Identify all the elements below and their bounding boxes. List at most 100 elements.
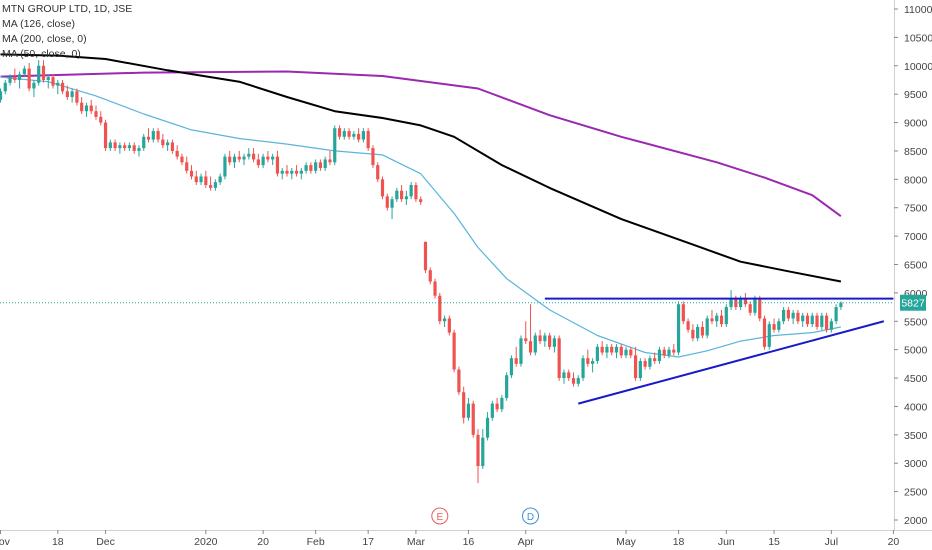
candle-body xyxy=(786,309,790,319)
candle-body xyxy=(428,270,432,282)
candle-body xyxy=(342,131,346,137)
event-marker-label: E xyxy=(436,512,443,523)
candle-body xyxy=(156,131,160,140)
candle-body xyxy=(824,315,829,330)
candle-body xyxy=(376,165,380,180)
candle-body xyxy=(56,82,60,86)
y-tick-label: 5000 xyxy=(904,345,928,357)
y-tick-label: 8500 xyxy=(904,146,928,158)
candle-body xyxy=(166,142,170,146)
candle-body xyxy=(524,338,528,342)
moving-averages xyxy=(0,53,842,358)
candle-body xyxy=(485,417,490,438)
candle-body xyxy=(500,397,504,410)
candle-body xyxy=(591,361,595,364)
candle-body xyxy=(586,358,590,364)
candle-body xyxy=(686,321,690,330)
candle-body xyxy=(395,190,399,200)
x-tick-label: Jun xyxy=(718,536,735,548)
y-tick-label: 10000 xyxy=(904,61,932,73)
candles xyxy=(0,60,843,484)
candle-body xyxy=(557,338,561,379)
event-marker-circle xyxy=(431,507,449,525)
candle-body xyxy=(146,136,151,140)
candle-body xyxy=(309,165,313,171)
x-tick-label: Feb xyxy=(307,536,325,548)
candle-body xyxy=(533,335,537,353)
candle-body xyxy=(404,196,408,200)
support-trendline[interactable] xyxy=(578,320,885,405)
candle-body xyxy=(672,349,676,353)
candle-body xyxy=(667,349,671,356)
candle-body xyxy=(552,338,556,347)
candle-body xyxy=(333,128,337,163)
x-tick-label: Mar xyxy=(407,536,426,548)
candle-body xyxy=(261,156,265,166)
candle-body xyxy=(490,403,494,418)
y-tick-label: 2500 xyxy=(904,487,928,499)
candle-body xyxy=(390,199,394,208)
trendlines[interactable] xyxy=(544,297,894,405)
x-tick-label: 20 xyxy=(257,536,269,548)
candle-body xyxy=(758,298,762,319)
x-tick-label: 2020 xyxy=(194,536,218,548)
x-tick-label: 20 xyxy=(888,536,900,548)
candle-body xyxy=(466,403,471,418)
candle-body xyxy=(290,170,294,174)
candle-body xyxy=(385,196,389,208)
candle-body xyxy=(294,170,299,174)
ma-200-line xyxy=(0,53,842,283)
candle-body xyxy=(142,136,146,149)
candle-body xyxy=(223,156,227,177)
y-tick-label: 11000 xyxy=(904,4,932,16)
candle-body xyxy=(323,159,327,168)
x-tick-label: 15 xyxy=(768,536,780,548)
candle-body xyxy=(419,199,423,203)
candle-body xyxy=(505,375,509,398)
candle-body xyxy=(280,170,284,174)
candle-body xyxy=(271,156,275,160)
candle-body xyxy=(51,77,55,86)
candle-body xyxy=(700,326,705,336)
candle-body xyxy=(84,105,89,112)
candle-body xyxy=(275,156,280,174)
candle-body xyxy=(41,65,46,80)
candle-body xyxy=(299,170,303,174)
candle-body xyxy=(820,315,824,327)
candle-body xyxy=(185,162,189,171)
candle-body xyxy=(400,190,404,200)
candle-body xyxy=(748,304,752,313)
candle-body xyxy=(18,74,22,80)
candle-body xyxy=(624,349,628,356)
x-tick-label: 16 xyxy=(463,536,475,548)
y-tick-label: 8000 xyxy=(904,174,928,186)
candle-body xyxy=(380,179,385,197)
candle-body xyxy=(452,332,456,370)
legend-ma-200: MA (200, close, 0) xyxy=(2,33,87,45)
candle-body xyxy=(199,176,203,183)
candle-body xyxy=(476,434,480,467)
candle-body xyxy=(481,437,485,467)
candle-body xyxy=(423,241,428,271)
candle-body xyxy=(366,131,370,149)
x-tick-label: Nov xyxy=(0,536,11,548)
candle-body xyxy=(251,153,256,160)
candle-body xyxy=(65,91,69,98)
candle-body xyxy=(438,295,442,322)
candle-body xyxy=(228,156,232,163)
ma-126-line xyxy=(0,70,842,218)
candle-body xyxy=(357,133,361,140)
candle-body xyxy=(681,304,685,322)
candle-body xyxy=(796,312,800,322)
candle-body xyxy=(543,335,547,342)
candle-body xyxy=(371,148,375,166)
last-price-badge: 5827 xyxy=(900,294,926,311)
candle-body xyxy=(724,307,728,325)
candle-body xyxy=(538,335,542,342)
candle-body xyxy=(175,150,179,157)
candle-body xyxy=(108,142,112,149)
candle-body xyxy=(194,176,198,183)
y-tick-label: 7000 xyxy=(904,231,928,243)
candle-body xyxy=(810,315,814,325)
